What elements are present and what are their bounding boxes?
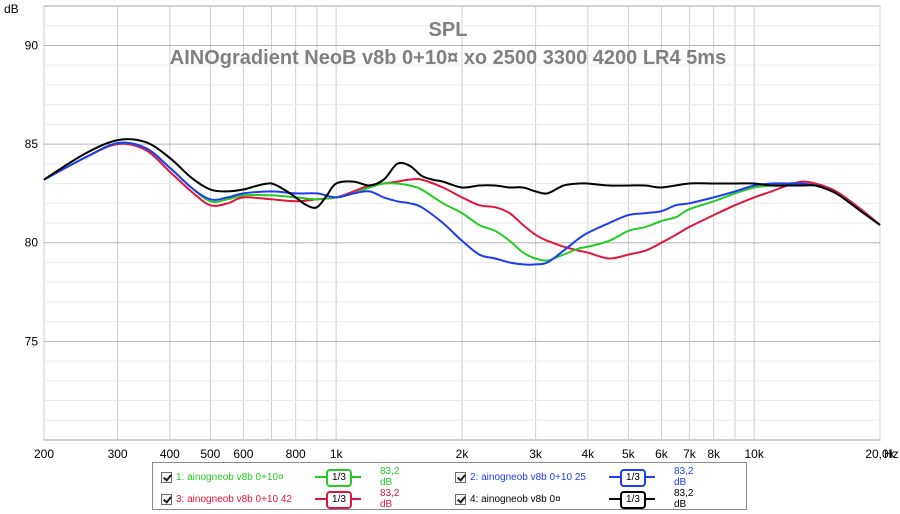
series-line-1 (43, 141, 881, 262)
x-tick-label: 400 (160, 447, 180, 461)
legend-label-2: 2: ainogneob v8b 0+10 25 (470, 471, 586, 483)
x-tick-label: 20,0k (865, 447, 895, 461)
legend-item-2[interactable]: 2: ainogneob v8b 0+10 25 1/3 83,2 dB (455, 466, 693, 488)
x-tick-label: 5k (622, 447, 636, 461)
chart-subtitle: AINOgradient NeoB v8b 0+10¤ xo 2500 3300… (170, 47, 726, 69)
legend-item-1[interactable]: 1: ainogneob v8b 0+10¤ 1/3 83,2 dB (161, 466, 399, 488)
x-tick-label: 10k (744, 447, 764, 461)
series-line-3 (43, 142, 881, 260)
y-tick-label: 75 (25, 334, 39, 348)
x-tick-label: 500 (200, 447, 220, 461)
smoothing-badge-1[interactable]: 1/3 (315, 469, 361, 487)
legend-checkbox-4[interactable] (455, 493, 466, 505)
x-tick-label: 3k (529, 447, 543, 461)
series-line-4 (43, 138, 881, 226)
legend: 1: ainogneob v8b 0+10¤ 1/3 83,2 dB 2: ai… (152, 462, 747, 510)
x-tick-label: 600 (233, 447, 253, 461)
series-layer (43, 138, 881, 266)
x-tick-label: 4k (581, 447, 595, 461)
x-tick-label: 7k (683, 447, 697, 461)
x-axis-unit: Hz (884, 447, 899, 461)
y-axis-label: dB (4, 2, 19, 16)
legend-value-3: 83,2 dB (380, 488, 400, 510)
tick-layer: 75 80 85 90 200 300 400 500 600 800 1k 2k 3k 4k 5k 6k 7k… (25, 38, 896, 461)
legend-checkbox-1[interactable] (161, 471, 172, 483)
legend-checkbox-3[interactable] (161, 493, 172, 505)
legend-value-4: 83,2 dB (674, 488, 694, 510)
x-tick-label: 6k (655, 447, 669, 461)
x-tick-label: 300 (108, 447, 128, 461)
grid-layer (43, 6, 881, 440)
x-tick-label: 200 (34, 447, 54, 461)
y-tick-label: 80 (25, 236, 39, 250)
legend-value-1: 83,2 dB (380, 466, 400, 488)
smoothing-badge-4[interactable]: 1/3 (609, 491, 655, 509)
x-tick-label: 1k (330, 447, 344, 461)
chart-title: SPL (429, 19, 468, 41)
legend-checkbox-2[interactable] (455, 471, 466, 483)
x-tick-label: 8k (707, 447, 721, 461)
legend-label-3: 3: ainogneob v8b 0+10 42 (176, 493, 292, 505)
legend-value-2: 83,2 dB (674, 466, 694, 488)
y-tick-label: 85 (25, 137, 39, 151)
legend-item-4[interactable]: 4: ainogneob v8b 0¤ 1/3 83,2 dB (455, 488, 693, 510)
legend-item-3[interactable]: 3: ainogneob v8b 0+10 42 1/3 83,2 dB (161, 488, 399, 510)
legend-label-4: 4: ainogneob v8b 0¤ (470, 493, 561, 505)
legend-label-1: 1: ainogneob v8b 0+10¤ (176, 471, 284, 483)
y-tick-label: 90 (25, 38, 39, 52)
x-tick-label: 2k (456, 447, 470, 461)
x-tick-label: 800 (286, 447, 306, 461)
smoothing-badge-2[interactable]: 1/3 (609, 469, 655, 487)
smoothing-badge-3[interactable]: 1/3 (315, 491, 361, 509)
